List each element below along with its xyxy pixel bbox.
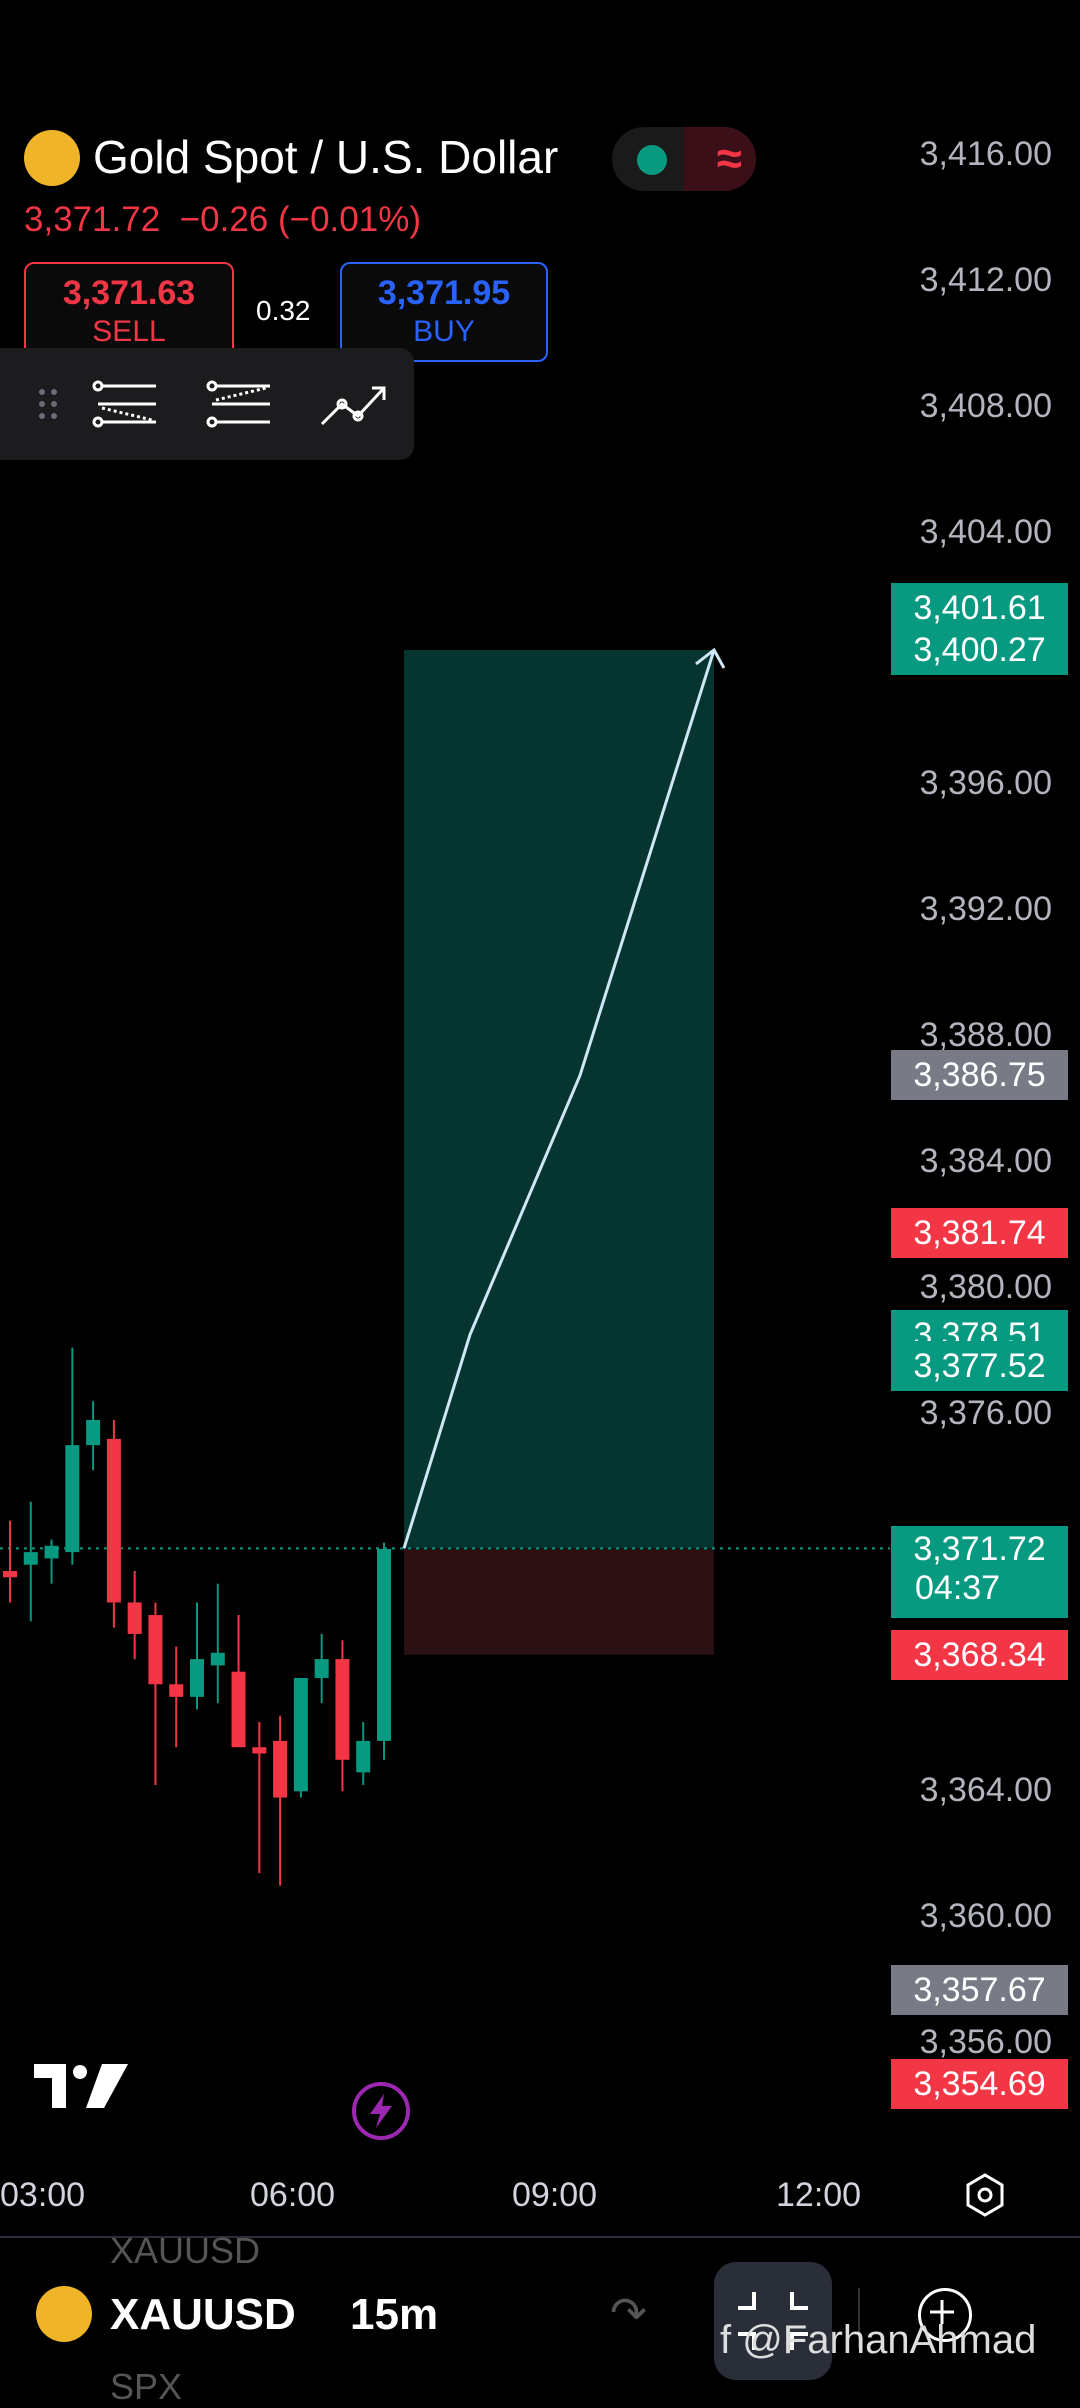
bottom-toolbar: XAUUSD XAUUSD SPX 15m ↷ f @FarhanAhmad (0, 2230, 1080, 2407)
sell-button[interactable]: 3,371.63 SELL (24, 262, 234, 362)
current-price-tag: 3,371.72 04:37 (891, 1526, 1068, 1618)
candle-body (293, 1677, 308, 1792)
candle-body (314, 1659, 329, 1678)
y-tick-label: 3,416.00 (919, 135, 1052, 173)
price-tag: 3,357.67 (891, 1965, 1068, 2016)
candle-body (106, 1438, 121, 1603)
y-tick-label: 3,388.00 (919, 1016, 1052, 1055)
tradingview-logo-icon (34, 2064, 128, 2108)
candle-body (44, 1545, 59, 1559)
symbol-button[interactable]: XAUUSD (110, 2290, 296, 2339)
candle-body (3, 1571, 17, 1578)
candle-body (86, 1419, 101, 1446)
current-price: 3,371.72 (913, 1530, 1046, 1568)
market-status-pill[interactable]: ≈ (612, 127, 756, 191)
chart-settings-icon[interactable] (962, 2172, 1008, 2218)
fullscreen-exit-button[interactable] (714, 2262, 832, 2380)
price-tag: 3,400.27 (891, 624, 1068, 675)
buy-label: BUY (413, 315, 475, 348)
x-tick-label: 12:00 (776, 2176, 862, 2214)
price-tag: 3,386.75 (891, 1050, 1068, 1101)
lightning-button[interactable] (352, 2082, 410, 2140)
candle-body (335, 1659, 350, 1760)
change-value: −0.26 (−0.01%) (179, 200, 421, 239)
candle-body (356, 1740, 371, 1773)
price-tag: 3,377.52 (891, 1340, 1068, 1391)
ghost-symbol-below: SPX (110, 2366, 183, 2407)
add-icon[interactable] (918, 2288, 972, 2342)
interval-button[interactable]: 15m (350, 2290, 439, 2339)
wave-icon: ≈ (716, 132, 742, 184)
projection-arrow (402, 649, 716, 1549)
y-tick-label: 3,404.00 (919, 512, 1052, 551)
y-tick-label: 3,392.00 (919, 890, 1052, 929)
candle-body (65, 1445, 80, 1553)
y-tick-label: 3,364.00 (919, 1771, 1052, 1810)
candle-body (169, 1684, 184, 1697)
symbol-title[interactable]: Gold Spot / U.S. Dollar (93, 131, 559, 183)
arrow-head (695, 647, 726, 669)
candle-body (23, 1552, 38, 1565)
x-tick-label: 06:00 (250, 2176, 336, 2214)
y-tick-label: 3,356.00 (919, 2023, 1052, 2061)
price-tag: 3,401.61 (891, 582, 1068, 633)
y-tick-label: 3,412.00 (919, 260, 1052, 299)
candle-body (377, 1548, 391, 1741)
candle-body (231, 1671, 246, 1748)
candle-body (252, 1747, 267, 1754)
buy-price: 3,371.95 (377, 274, 511, 312)
long-position-tool-icon[interactable] (90, 368, 162, 440)
gold-symbol-icon (36, 2286, 92, 2342)
stop-zone (404, 1548, 714, 1655)
path-tool-icon[interactable] (318, 368, 390, 440)
candle-body (148, 1615, 163, 1685)
divider (858, 2288, 860, 2348)
y-tick-label: 3,380.00 (919, 1267, 1052, 1306)
lightning-icon (370, 2094, 392, 2128)
last-price: 3,371.72 (24, 200, 161, 239)
y-tick-label: 3,384.00 (919, 1141, 1052, 1180)
x-tick-label: 09:00 (512, 2176, 598, 2214)
gold-icon (24, 130, 80, 186)
drag-handle-icon[interactable] (14, 368, 86, 440)
sell-label: SELL (92, 315, 166, 348)
price-tag: 3,368.34 (891, 1629, 1068, 1680)
watermark-text: f @FarhanAhmad (720, 2318, 1037, 2362)
x-tick-label: 03:00 (0, 2176, 86, 2214)
price-tag: 3,381.74 (891, 1208, 1068, 1259)
market-open-dot-icon (637, 145, 667, 175)
ghost-symbol-above: XAUUSD (110, 2230, 261, 2271)
candle-body (210, 1652, 225, 1666)
buy-button[interactable]: 3,371.95 BUY (340, 262, 548, 362)
y-tick-label: 3,360.00 (919, 1897, 1052, 1936)
short-position-tool-icon[interactable] (204, 368, 276, 440)
y-tick-label: 3,408.00 (919, 386, 1052, 425)
collapse-icon (738, 2292, 808, 2350)
profit-zone (404, 649, 714, 1549)
price-tag: 3,354.69 (891, 2059, 1068, 2110)
redo-icon[interactable]: ↷ (610, 2289, 647, 2338)
y-tick-label: 3,376.00 (919, 1393, 1052, 1432)
spread-value: 0.32 (256, 295, 311, 326)
drawing-toolbar (0, 348, 414, 460)
price-change: 3,371.72 −0.26 (−0.01%) (24, 200, 421, 240)
bar-countdown: 04:37 (915, 1569, 1001, 1607)
candle-body (190, 1659, 204, 1697)
sell-price: 3,371.63 (62, 274, 196, 312)
candle-body (273, 1740, 288, 1798)
candle-body (127, 1602, 142, 1634)
y-tick-label: 3,396.00 (919, 764, 1052, 803)
